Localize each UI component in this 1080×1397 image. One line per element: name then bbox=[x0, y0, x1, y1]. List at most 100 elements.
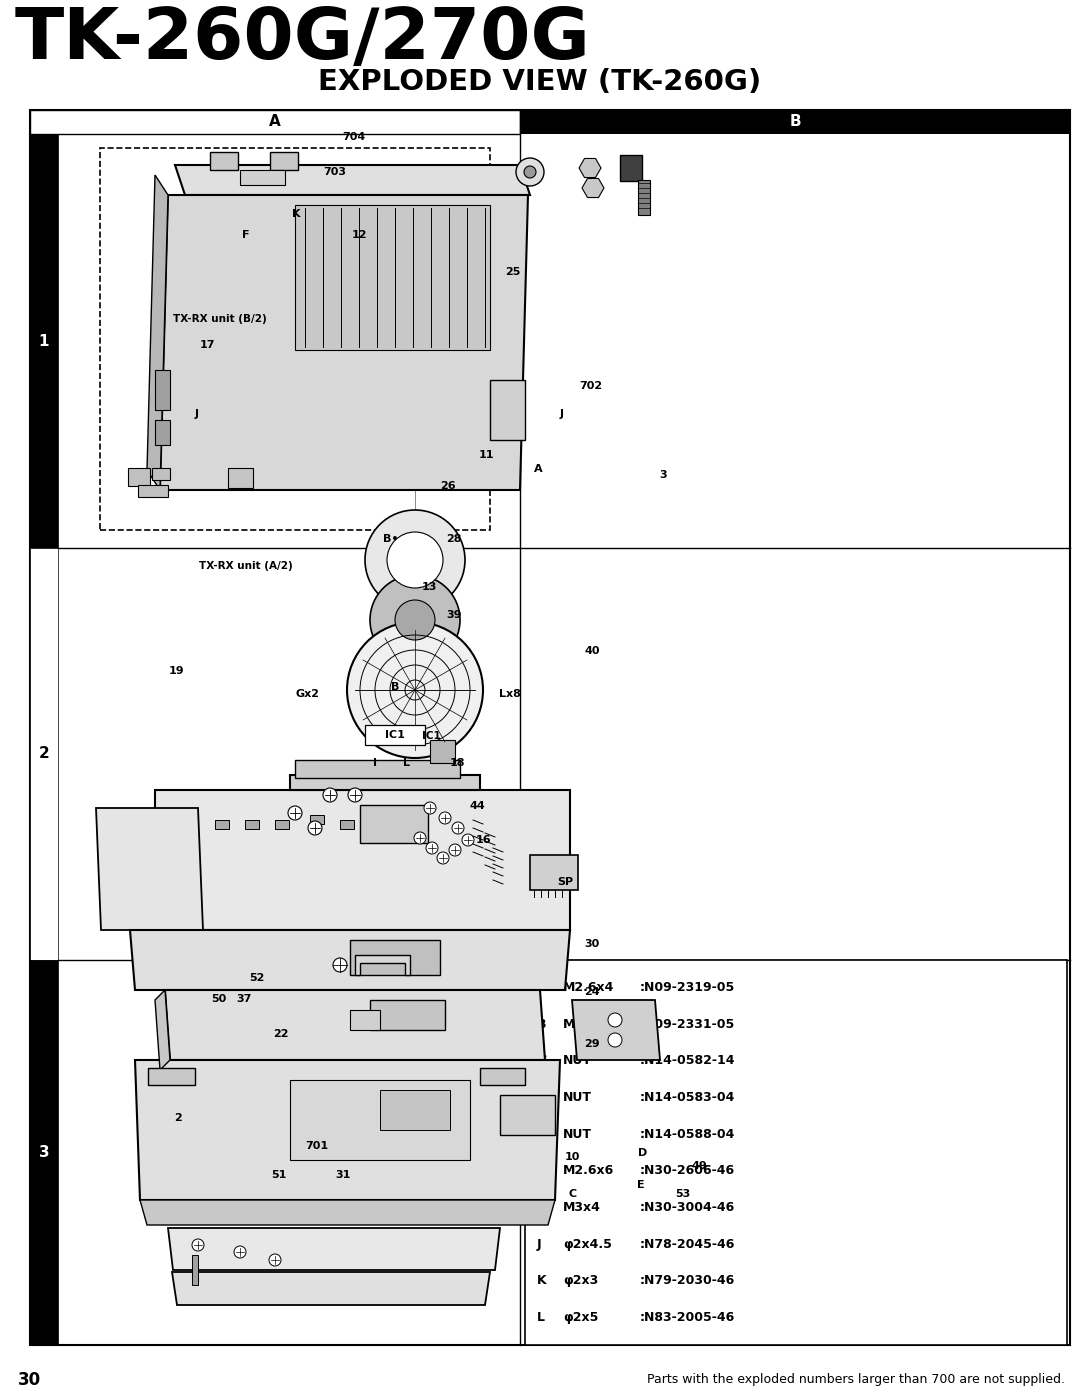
Text: 50: 50 bbox=[212, 993, 227, 1004]
Bar bbox=[228, 468, 253, 488]
Text: J: J bbox=[559, 408, 564, 419]
Text: 3: 3 bbox=[659, 469, 667, 481]
Text: A: A bbox=[269, 115, 281, 130]
Circle shape bbox=[308, 821, 322, 835]
Text: K: K bbox=[292, 208, 300, 219]
Text: 703: 703 bbox=[323, 166, 347, 177]
Text: 18: 18 bbox=[450, 757, 465, 768]
Text: 40: 40 bbox=[584, 645, 599, 657]
Polygon shape bbox=[96, 807, 203, 930]
Circle shape bbox=[347, 622, 483, 759]
Polygon shape bbox=[156, 789, 570, 930]
Text: :N14-0588-04: :N14-0588-04 bbox=[640, 1127, 735, 1141]
Bar bbox=[30, 960, 58, 1345]
Bar bbox=[350, 940, 440, 975]
Text: E: E bbox=[636, 1179, 645, 1190]
Text: 3: 3 bbox=[39, 1146, 50, 1160]
Circle shape bbox=[424, 802, 436, 814]
Text: C: C bbox=[537, 1055, 546, 1067]
Text: 701: 701 bbox=[305, 1140, 328, 1151]
Bar bbox=[156, 420, 170, 446]
Bar bbox=[192, 1255, 198, 1285]
Bar bbox=[270, 152, 298, 170]
Text: :N30-3004-46: :N30-3004-46 bbox=[640, 1201, 735, 1214]
Polygon shape bbox=[295, 760, 460, 778]
Polygon shape bbox=[291, 775, 480, 789]
Bar bbox=[638, 180, 650, 215]
Text: :N09-2331-05: :N09-2331-05 bbox=[640, 1017, 735, 1031]
Bar bbox=[30, 548, 58, 960]
Circle shape bbox=[437, 852, 449, 863]
Text: I: I bbox=[373, 757, 377, 768]
Bar bbox=[295, 205, 490, 351]
Text: D: D bbox=[638, 1147, 647, 1158]
Text: φ2x4.5: φ2x4.5 bbox=[563, 1238, 612, 1250]
Circle shape bbox=[395, 599, 435, 640]
Circle shape bbox=[288, 806, 302, 820]
Text: 12: 12 bbox=[352, 229, 367, 240]
Text: 26: 26 bbox=[441, 481, 456, 492]
Bar bbox=[129, 468, 150, 486]
Text: 49: 49 bbox=[692, 1161, 707, 1172]
Text: G: G bbox=[537, 1201, 548, 1214]
Circle shape bbox=[453, 821, 464, 834]
Text: A: A bbox=[537, 981, 546, 995]
Circle shape bbox=[269, 1255, 281, 1266]
Text: L: L bbox=[537, 1310, 545, 1324]
Text: B•: B• bbox=[383, 534, 399, 545]
Text: C: C bbox=[568, 1189, 577, 1200]
Polygon shape bbox=[582, 179, 604, 197]
Text: 39: 39 bbox=[446, 609, 461, 620]
Bar bbox=[100, 148, 490, 529]
Text: 24: 24 bbox=[584, 986, 599, 997]
Polygon shape bbox=[579, 158, 600, 177]
Text: :N14-0582-14: :N14-0582-14 bbox=[640, 1055, 735, 1067]
Text: 30: 30 bbox=[584, 939, 599, 950]
Polygon shape bbox=[355, 956, 410, 975]
Bar bbox=[340, 820, 354, 828]
Bar bbox=[215, 820, 229, 828]
Text: TX-RX unit (B/2): TX-RX unit (B/2) bbox=[174, 313, 267, 324]
Text: :N14-0583-04: :N14-0583-04 bbox=[640, 1091, 735, 1104]
Polygon shape bbox=[160, 196, 528, 490]
Bar bbox=[370, 1000, 445, 1030]
Text: 22: 22 bbox=[273, 1028, 288, 1039]
Circle shape bbox=[524, 166, 536, 177]
Circle shape bbox=[370, 576, 460, 665]
Circle shape bbox=[323, 788, 337, 802]
Bar bbox=[365, 725, 426, 745]
Bar bbox=[310, 814, 324, 824]
Text: 704: 704 bbox=[342, 131, 366, 142]
Circle shape bbox=[449, 844, 461, 856]
Circle shape bbox=[516, 158, 544, 186]
Text: B: B bbox=[537, 1017, 546, 1031]
Bar bbox=[350, 1010, 380, 1030]
Bar bbox=[30, 134, 58, 548]
Text: 17: 17 bbox=[200, 339, 215, 351]
Text: J: J bbox=[194, 408, 199, 419]
Bar bbox=[156, 370, 170, 409]
Bar bbox=[620, 155, 642, 182]
Text: M2.6x4: M2.6x4 bbox=[563, 981, 615, 995]
Text: 11: 11 bbox=[478, 450, 494, 461]
Text: 52: 52 bbox=[249, 972, 265, 983]
Circle shape bbox=[365, 510, 465, 610]
Text: Gx2: Gx2 bbox=[296, 689, 320, 700]
Circle shape bbox=[348, 788, 362, 802]
Bar bbox=[490, 380, 525, 440]
Text: 13: 13 bbox=[422, 581, 437, 592]
Bar bbox=[30, 110, 1070, 134]
Text: 53: 53 bbox=[675, 1189, 690, 1200]
Text: 25: 25 bbox=[505, 267, 521, 278]
Text: 30: 30 bbox=[18, 1370, 41, 1389]
Text: IC1: IC1 bbox=[386, 731, 405, 740]
Bar bbox=[525, 960, 1067, 1345]
Text: φ2x5: φ2x5 bbox=[563, 1310, 598, 1324]
Circle shape bbox=[387, 532, 443, 588]
Polygon shape bbox=[130, 930, 570, 990]
Polygon shape bbox=[148, 1067, 195, 1085]
Polygon shape bbox=[480, 1067, 525, 1085]
Text: J: J bbox=[537, 1238, 542, 1250]
Text: 702: 702 bbox=[579, 380, 603, 391]
Text: D: D bbox=[537, 1091, 548, 1104]
